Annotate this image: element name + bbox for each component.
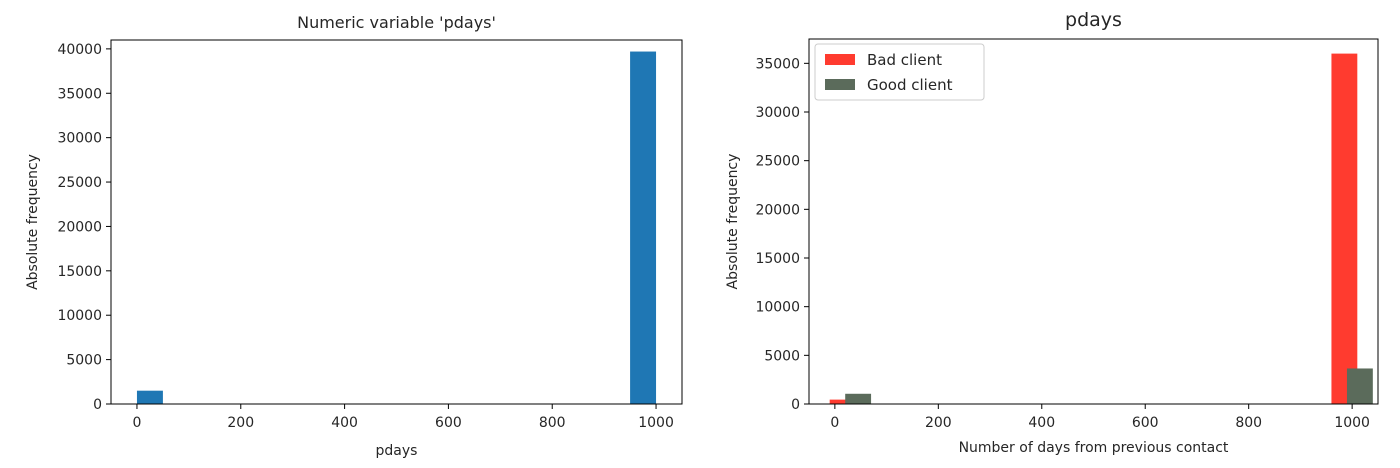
chart2-bar-s1-0 [845, 393, 872, 404]
chart1-y-tick-label-7: 35000 [57, 86, 102, 102]
chart1-y-tick-label-3: 15000 [57, 264, 102, 280]
chart1-axes-frame [110, 39, 683, 405]
chart1-y-axis-label: Absolute frequency [25, 154, 41, 290]
chart1-title: Numeric variable 'pdays' [297, 13, 496, 32]
chart2-x-tick-label-0: 0 [830, 415, 839, 431]
chart1-x-tick-label-3: 600 [435, 415, 462, 431]
chart2-x-axis-label: Number of days from previous contact [959, 440, 1229, 456]
chart1-x-tick-label-1: 200 [227, 415, 254, 431]
chart2-bar-s0-1 [1331, 53, 1358, 404]
chart1-y-tick-label-2: 10000 [57, 308, 102, 324]
chart1-x-tick-label-2: 400 [331, 415, 358, 431]
chart2-y-axis-label: Absolute frequency [725, 154, 741, 290]
chart1-y-tick-label-4: 20000 [57, 219, 102, 235]
chart2-y-tick-label-2: 10000 [755, 300, 800, 316]
chart2-y-tick-label-0: 0 [791, 397, 800, 413]
chart2-title: pdays [1065, 9, 1122, 31]
chart1-x-tick-label-0: 0 [132, 415, 141, 431]
chart2-x-tick-label-4: 800 [1235, 415, 1262, 431]
chart1-y-tick-label-5: 25000 [57, 175, 102, 191]
chart1-y-tick-label-1: 5000 [66, 353, 102, 369]
chart2-y-tick-label-3: 15000 [755, 251, 800, 267]
chart1-x-tick-label-4: 800 [539, 415, 566, 431]
chart2-y-tick-label-6: 30000 [755, 105, 800, 121]
chart2-y-tick-label-1: 5000 [764, 348, 800, 364]
chart2-y-tick-label-4: 20000 [755, 202, 800, 218]
chart2-legend-label-1: Good client [867, 76, 953, 94]
chart2-x-tick-label-3: 600 [1132, 415, 1159, 431]
chart2-y-tick-label-7: 35000 [755, 56, 800, 72]
chart2-bar-s1-1 [1346, 368, 1373, 404]
chart2-legend-label-0: Bad client [867, 51, 942, 69]
chart2-bar-s0-0 [829, 399, 856, 404]
chart2-x-tick-label-5: 1000 [1334, 415, 1370, 431]
chart2-axes-frame [808, 38, 1379, 405]
chart2-y-tick-label-5: 25000 [755, 154, 800, 170]
chart2-x-tick-label-2: 400 [1028, 415, 1055, 431]
chart1-y-tick-label-8: 40000 [57, 42, 102, 58]
chart1-bar-s0-0 [136, 390, 163, 404]
chart2-legend-swatch-0 [825, 54, 855, 65]
chart2-x-tick-label-1: 200 [925, 415, 952, 431]
chart2-legend-swatch-1 [825, 79, 855, 90]
chart1-y-tick-label-6: 30000 [57, 131, 102, 147]
chart1-y-tick-label-0: 0 [93, 397, 102, 413]
chart2-legend [814, 43, 985, 101]
chart1-x-tick-label-5: 1000 [638, 415, 674, 431]
chart1-x-axis-label: pdays [376, 443, 418, 459]
chart1-bar-s0-1 [630, 51, 657, 404]
